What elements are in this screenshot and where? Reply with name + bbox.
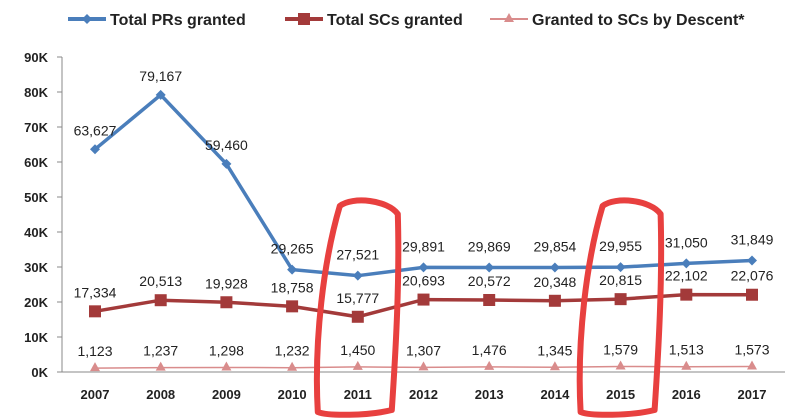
data-label: 1,123 — [77, 343, 112, 359]
legend-diamond-icon — [82, 14, 92, 24]
data-point-diamond — [155, 89, 166, 100]
y-tick-label: 70K — [24, 120, 48, 135]
data-point-diamond — [287, 264, 298, 275]
data-point-triangle — [418, 361, 429, 371]
data-point-diamond — [681, 258, 692, 269]
data-label: 20,693 — [402, 273, 445, 289]
data-point-triangle — [221, 361, 232, 371]
data-label: 29,869 — [468, 238, 511, 254]
data-point-triangle — [681, 360, 692, 370]
x-tick-label: 2011 — [344, 387, 372, 402]
data-label: 1,298 — [209, 342, 244, 358]
x-tick-label: 2013 — [475, 387, 504, 402]
legend-triangle-icon — [504, 13, 514, 22]
data-label: 1,450 — [340, 342, 375, 358]
data-point-square — [417, 293, 430, 306]
data-point-triangle — [287, 361, 298, 371]
data-label: 22,076 — [731, 268, 774, 284]
data-label: 1,232 — [275, 343, 310, 359]
data-point-triangle — [615, 360, 626, 370]
data-label: 1,307 — [406, 342, 441, 358]
highlight-oval-2015 — [576, 197, 665, 418]
data-point-diamond — [352, 270, 363, 281]
data-point-diamond — [484, 262, 495, 273]
data-label: 20,348 — [533, 274, 576, 290]
data-label: 29,955 — [599, 238, 642, 254]
x-tick-label: 2016 — [672, 387, 701, 402]
data-label: 19,928 — [205, 275, 248, 291]
y-tick-label: 40K — [24, 225, 48, 240]
data-point-square — [483, 293, 496, 306]
x-tick-label: 2007 — [81, 387, 110, 402]
legend-label: Total PRs granted — [110, 12, 246, 29]
data-label: 63,627 — [74, 122, 117, 138]
x-tick-label: 2017 — [738, 387, 767, 402]
data-point-square — [220, 296, 233, 309]
data-label: 1,573 — [734, 341, 769, 357]
data-label: 15,777 — [336, 290, 379, 306]
data-point-diamond — [615, 262, 626, 273]
data-label: 29,854 — [533, 239, 576, 255]
y-tick-label: 0K — [31, 365, 48, 380]
data-label: 59,460 — [205, 137, 248, 153]
data-point-triangle — [549, 361, 560, 371]
data-label: 29,891 — [402, 238, 445, 254]
data-label: 31,849 — [731, 232, 774, 248]
data-label: 20,513 — [139, 273, 182, 289]
x-tick-label: 2015 — [606, 387, 635, 402]
data-label: 79,167 — [139, 68, 182, 84]
x-tick-label: 2012 — [409, 387, 438, 402]
data-label: 17,334 — [74, 284, 117, 300]
data-point-triangle — [484, 360, 495, 370]
data-point-diamond — [90, 144, 100, 155]
data-point-diamond — [221, 158, 232, 169]
data-point-diamond — [549, 262, 560, 273]
data-point-square — [286, 300, 299, 313]
x-tick-label: 2014 — [540, 387, 570, 402]
data-point-square — [548, 294, 561, 307]
data-label: 1,476 — [472, 342, 507, 358]
data-point-square — [614, 293, 627, 306]
x-tick-label: 2009 — [212, 387, 241, 402]
highlight-oval-2011 — [313, 197, 402, 418]
y-tick-label: 50K — [24, 190, 48, 205]
data-point-triangle — [352, 360, 363, 370]
y-tick-label: 90K — [24, 50, 48, 65]
data-point-diamond — [418, 262, 429, 273]
data-label: 22,102 — [665, 268, 708, 284]
data-label: 1,513 — [669, 342, 704, 358]
legend-label: Granted to SCs by Descent* — [532, 12, 745, 29]
x-tick-label: 2010 — [278, 387, 307, 402]
data-label: 1,579 — [603, 341, 638, 357]
data-label: 1,237 — [143, 343, 178, 359]
data-point-triangle — [155, 361, 166, 371]
data-point-triangle — [747, 360, 757, 370]
data-point-square — [351, 310, 364, 323]
data-label: 20,572 — [468, 273, 511, 289]
y-tick-label: 20K — [24, 295, 48, 310]
y-tick-label: 60K — [24, 155, 48, 170]
data-label: 27,521 — [336, 247, 379, 263]
y-tick-label: 10K — [24, 330, 48, 345]
legend-square-icon — [298, 13, 310, 25]
data-point-diamond — [747, 255, 757, 266]
data-label: 31,050 — [665, 234, 708, 250]
x-tick-label: 2008 — [146, 387, 175, 402]
data-label: 1,345 — [537, 342, 572, 358]
data-point-triangle — [90, 362, 100, 372]
data-point-square — [154, 294, 167, 307]
y-tick-label: 30K — [24, 260, 48, 275]
data-label: 18,758 — [271, 279, 314, 295]
legend-label: Total SCs granted — [327, 12, 463, 29]
data-label: 29,265 — [271, 241, 314, 257]
y-tick-label: 80K — [24, 85, 48, 100]
data-point-square — [680, 288, 693, 301]
data-point-square — [89, 305, 101, 318]
data-label: 20,815 — [599, 272, 642, 288]
data-point-square — [746, 288, 758, 301]
